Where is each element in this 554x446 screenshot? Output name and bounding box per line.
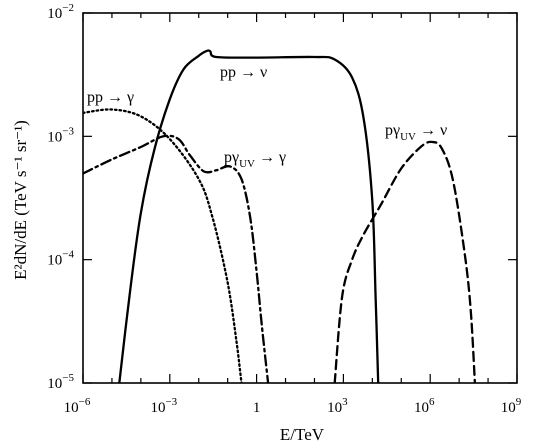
curve-labels-layer: pp → γ pp → ν pγUV → γ pγUV → ν xyxy=(87,64,447,170)
y-tick-label: 10−4 xyxy=(47,249,74,269)
y-tick-label: 10−5 xyxy=(47,372,74,392)
y-axis-title: E²dN/dE (TeV s⁻¹ sr⁻¹) xyxy=(11,120,30,280)
x-tick-label: 106 xyxy=(414,396,435,416)
curve-label-dashdot: pγUV → γ xyxy=(224,149,286,170)
curves-layer xyxy=(83,49,477,383)
y-tick-label: 10−2 xyxy=(47,2,74,22)
curve-dashed xyxy=(333,140,477,383)
x-tick-label: 103 xyxy=(327,396,348,416)
x-tick-label: 109 xyxy=(501,396,522,416)
tick-labels-layer: 10−6 10−3 1 103 106 109 10−5 10−4 10−3 10−2 xyxy=(47,2,521,416)
x-axis-title: E/TeV xyxy=(280,425,325,444)
x-tick-label: 10−6 xyxy=(64,396,91,416)
curve-label-dashed: pγUV → ν xyxy=(385,122,447,143)
curve-solid xyxy=(118,49,380,383)
curve-label-dotted: pp → γ xyxy=(87,89,134,106)
ticks-layer xyxy=(82,12,518,384)
x-tick-label: 10−3 xyxy=(150,396,177,416)
curve-dotted xyxy=(83,108,243,383)
plot-frame xyxy=(82,12,518,384)
curve-label-solid: pp → ν xyxy=(220,64,267,81)
x-tick-label: 1 xyxy=(253,400,261,416)
curve-dashdot xyxy=(83,134,270,383)
y-tick-label: 10−3 xyxy=(47,125,74,145)
